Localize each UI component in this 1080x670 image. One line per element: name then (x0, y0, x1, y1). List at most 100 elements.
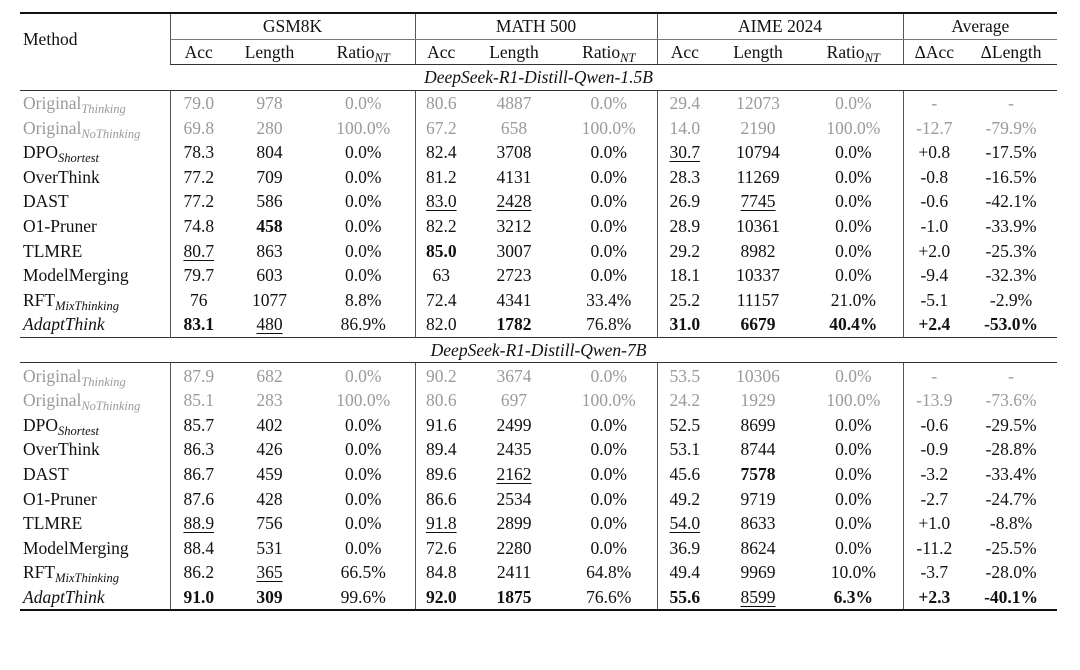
method-name: DAST (23, 191, 69, 212)
value-cell: 4131 (467, 165, 561, 190)
cell-value: 31.0 (669, 314, 701, 335)
value-cell: 79.7 (169, 262, 227, 288)
value-cell: 0.0% (312, 140, 415, 165)
cell-value: 2534 (496, 488, 532, 509)
value-cell: - (965, 363, 1057, 388)
value-cell: 2723 (467, 263, 561, 288)
value-cell: 36.9 (656, 535, 713, 561)
cell-value: 67.2 (425, 117, 457, 138)
value-cell: 1875 (467, 585, 561, 611)
cell-value: 4341 (496, 289, 532, 310)
method-cell: DAST (20, 189, 170, 214)
value-cell: 480 (227, 312, 312, 337)
cell-value: 76.6% (586, 586, 632, 607)
cell-value: 0.0% (345, 142, 382, 163)
header-row-groups: Method GSM8K MATH 500 AIME 2024 Average (20, 13, 1058, 49)
table-row: DPOShortest 78.3 804 0.0% 82.4 3708 0.0% 30.7 10… (20, 139, 1057, 165)
value-cell: -53.0% (965, 312, 1057, 337)
value-cell: 86.2 (169, 560, 227, 585)
table-row: RFTMixThinking 86.2 365 66.5% 84.8 2411 64.8% 4… (20, 560, 1057, 585)
value-cell: 0.0% (312, 437, 415, 462)
value-cell: 8982 (712, 238, 804, 263)
cell-value: -0.9 (920, 439, 949, 460)
value-cell: 66.5% (312, 560, 415, 585)
cell-value: 0.0% (590, 191, 627, 212)
cell-value: -16.5% (985, 166, 1037, 187)
cell-value: -28.0% (985, 562, 1037, 583)
value-cell: 0.0% (312, 511, 415, 536)
cell-value: 86.9% (340, 314, 386, 335)
cell-value: 697 (500, 390, 528, 411)
table-row: TLMRE 80.7 863 0.0% 85.0 3007 0.0% 29.2 8982 0.0%… (20, 238, 1057, 263)
cell-value: 0.0% (590, 537, 627, 558)
cell-value: 863 (256, 240, 283, 261)
header-label: Acc (427, 41, 456, 62)
method-cell: OverThink (20, 165, 170, 190)
method-cell: OriginalNoThinking (20, 115, 170, 140)
table-row: OriginalNoThinking 69.8 280 100.0% 67.2 658 10… (20, 115, 1057, 140)
cell-value: 79.7 (183, 265, 215, 286)
method-cell: OriginalThinking (20, 90, 170, 115)
value-cell: 0.0% (804, 511, 903, 536)
cell-value: 365 (256, 562, 283, 583)
value-cell: 29.2 (656, 238, 713, 263)
cell-value: 586 (256, 191, 283, 212)
header-average-dlength: ΔLength (965, 39, 1058, 66)
value-cell: 100.0% (561, 388, 657, 413)
cell-value: 0.0% (345, 240, 382, 261)
cell-value: -3.2 (920, 463, 949, 484)
value-cell: 82.4 (414, 139, 467, 165)
value-cell: 53.1 (656, 437, 713, 462)
value-cell: +2.3 (902, 584, 966, 611)
header-label: Length (244, 41, 295, 62)
section-title: DeepSeek-R1-Distill-Qwen-7B (20, 336, 1058, 364)
header-aime2024-ratio: RatioNT (804, 39, 904, 66)
cell-value: -9.4 (920, 265, 949, 286)
header-label: Acc (670, 41, 699, 62)
value-cell: 87.9 (169, 362, 227, 388)
cell-value: 10.0% (830, 562, 876, 583)
cell-value: 49.4 (669, 562, 701, 583)
cell-value: 0.0% (835, 93, 872, 114)
value-cell: 0.0% (312, 214, 415, 239)
value-cell: -40.1% (965, 585, 1057, 611)
value-cell: 0.0% (561, 535, 657, 560)
value-cell: 77.2 (169, 164, 227, 190)
table-row: DPOShortest 85.7 402 0.0% 91.6 2499 0.0% 52.5 86… (20, 412, 1057, 438)
cell-value: 1929 (740, 390, 776, 411)
table-row: O1-Pruner 87.6 428 0.0% 86.6 2534 0.0% 49.2 9719… (20, 486, 1057, 511)
cell-value: 2162 (496, 463, 532, 484)
cell-value: 8.8% (345, 289, 382, 310)
value-cell: - (965, 90, 1057, 115)
value-cell: +2.0 (902, 238, 966, 263)
value-cell: -28.0% (965, 560, 1057, 585)
value-cell: 86.7 (169, 461, 227, 487)
cell-value: 83.0 (425, 191, 457, 212)
cell-value: 6679 (740, 314, 776, 335)
cell-value: -0.6 (920, 414, 949, 435)
method-cell: O1-Pruner (20, 214, 170, 239)
method-subscript: Thinking (81, 102, 126, 117)
value-cell: 89.6 (414, 461, 467, 487)
cell-value: 2428 (496, 191, 532, 212)
header-label: Ratio (582, 41, 621, 62)
cell-value: -40.1% (984, 586, 1039, 607)
value-cell: 426 (227, 437, 312, 462)
header-row-metrics: Acc Length RatioNT Acc Length RatioNT Acc Lengt… (20, 39, 1058, 66)
cell-value: 87.6 (183, 488, 215, 509)
value-cell: 28.9 (656, 213, 713, 239)
value-cell: 63 (414, 262, 467, 288)
cell-value: 0.0% (345, 414, 382, 435)
value-cell: -8.8% (965, 511, 1057, 536)
cell-value: 26.9 (669, 191, 701, 212)
value-cell: 82.2 (414, 213, 467, 239)
method-cell: RFTMixThinking (20, 560, 170, 585)
value-cell: +1.0 (902, 510, 966, 536)
value-cell: 74.8 (169, 213, 227, 239)
value-cell: 0.0% (561, 165, 657, 190)
method-cell: DAST (20, 462, 170, 487)
value-cell: 8624 (712, 535, 804, 560)
cell-value: 28.3 (669, 166, 701, 187)
cell-value: -28.8% (985, 439, 1037, 460)
cell-value: 25.2 (669, 289, 701, 310)
